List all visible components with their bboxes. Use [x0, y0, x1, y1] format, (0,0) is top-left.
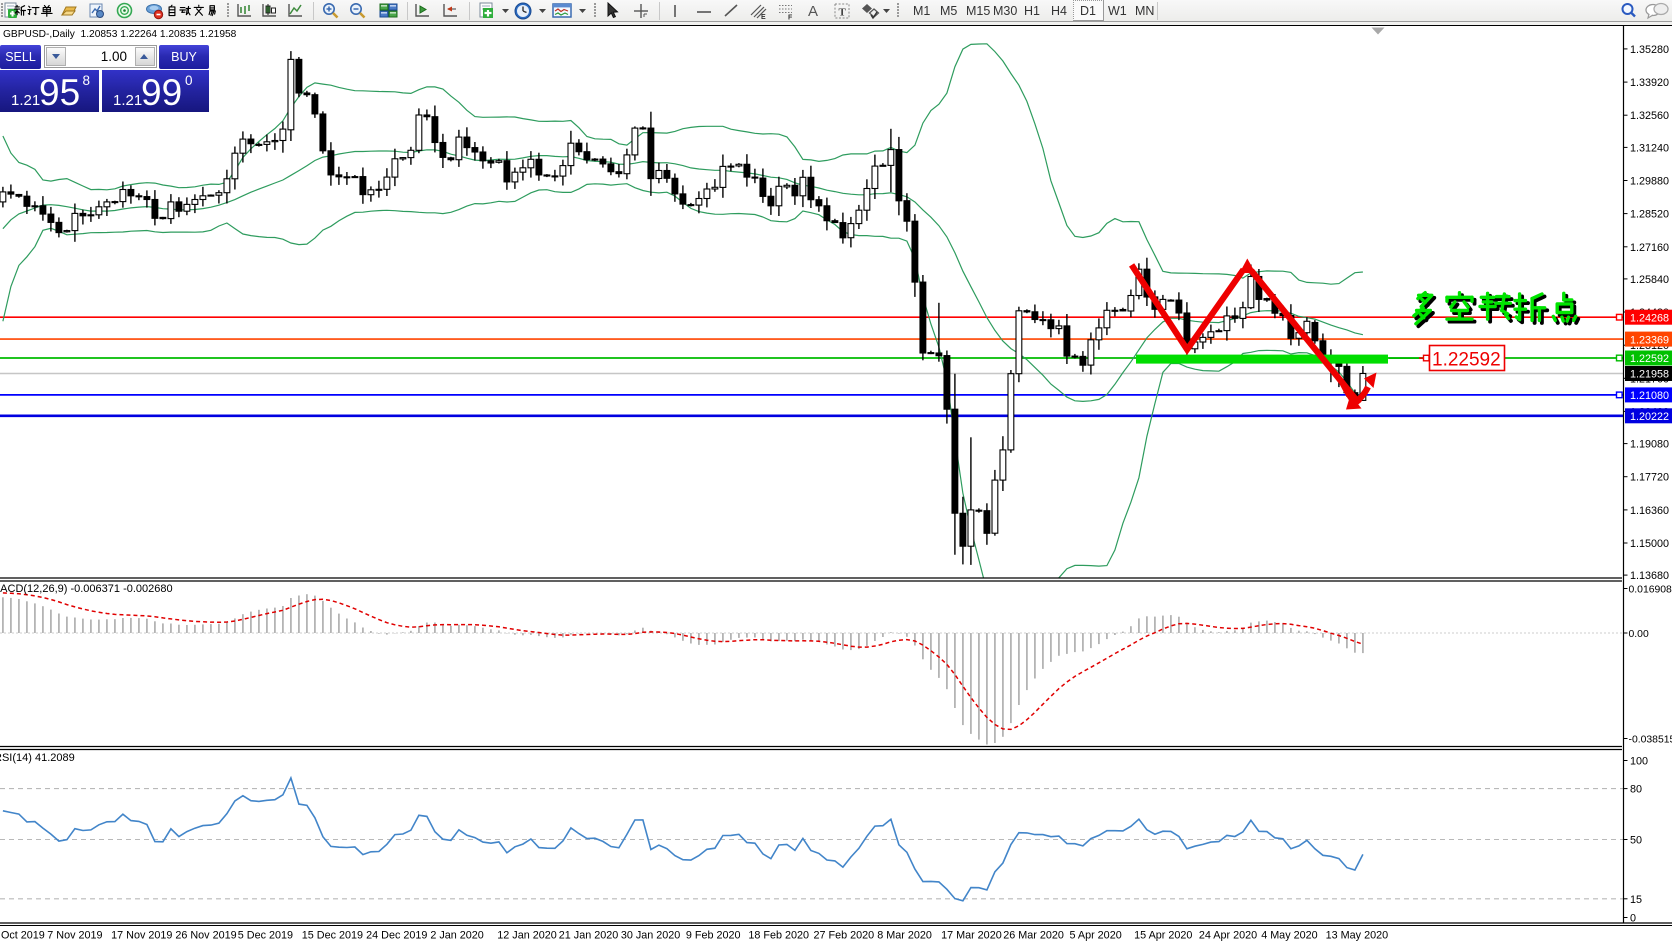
- svg-text:26 Nov 2019: 26 Nov 2019: [175, 930, 236, 942]
- svg-text:5 Apr 2020: 5 Apr 2020: [1069, 930, 1121, 942]
- svg-text:1.21958: 1.21958: [1630, 369, 1669, 381]
- svg-text:1.15000: 1.15000: [1630, 538, 1669, 550]
- svg-text:1.33920: 1.33920: [1630, 77, 1669, 89]
- svg-text:100: 100: [1630, 756, 1648, 768]
- svg-text:24 Apr 2020: 24 Apr 2020: [1199, 930, 1257, 942]
- svg-text:MACD(12,26,9) -0.006371 -0.002: MACD(12,26,9) -0.006371 -0.002680: [0, 583, 173, 595]
- svg-text:0.00: 0.00: [1629, 629, 1649, 640]
- svg-text:RSI(14) 41.2089: RSI(14) 41.2089: [0, 752, 75, 764]
- svg-text:17 Nov 2019: 17 Nov 2019: [111, 930, 172, 942]
- svg-text:1.20222: 1.20222: [1630, 411, 1669, 423]
- svg-text:1.21080: 1.21080: [1630, 390, 1669, 402]
- svg-text:1.22592: 1.22592: [1432, 350, 1501, 371]
- svg-text:7 Nov 2019: 7 Nov 2019: [47, 930, 102, 942]
- svg-text:1.17720: 1.17720: [1630, 472, 1669, 484]
- svg-text:17 Mar 2020: 17 Mar 2020: [941, 930, 1002, 942]
- svg-text:1.35280: 1.35280: [1630, 44, 1669, 56]
- svg-text:2 Jan 2020: 2 Jan 2020: [430, 930, 483, 942]
- svg-text:0.016908: 0.016908: [1629, 585, 1672, 596]
- svg-text:13 May 2020: 13 May 2020: [1326, 930, 1388, 942]
- svg-text:4 May 2020: 4 May 2020: [1261, 930, 1317, 942]
- svg-text:30 Jan 2020: 30 Jan 2020: [621, 930, 680, 942]
- svg-text:50: 50: [1630, 835, 1642, 847]
- svg-text:15 Dec 2019: 15 Dec 2019: [302, 930, 363, 942]
- svg-text:Oct 2019: Oct 2019: [1, 930, 45, 942]
- svg-text:1.28520: 1.28520: [1630, 209, 1669, 221]
- svg-text:1.31240: 1.31240: [1630, 142, 1669, 154]
- svg-text:F: F: [788, 15, 793, 21]
- svg-text:1.23369: 1.23369: [1630, 334, 1669, 346]
- svg-text:0: 0: [1630, 913, 1636, 925]
- svg-text:15: 15: [1630, 894, 1642, 906]
- svg-text:1.13680: 1.13680: [1630, 570, 1669, 582]
- svg-text:12 Jan 2020: 12 Jan 2020: [497, 930, 556, 942]
- svg-text:21 Jan 2020: 21 Jan 2020: [559, 930, 618, 942]
- svg-text:80: 80: [1630, 784, 1642, 796]
- svg-text:-0.038515: -0.038515: [1629, 735, 1672, 746]
- svg-text:9 Feb 2020: 9 Feb 2020: [686, 930, 741, 942]
- svg-text:1.25840: 1.25840: [1630, 274, 1669, 286]
- svg-text:1.22592: 1.22592: [1630, 353, 1669, 365]
- svg-text:1.32560: 1.32560: [1630, 110, 1669, 122]
- svg-text:1.19080: 1.19080: [1630, 439, 1669, 451]
- svg-text:1.27160: 1.27160: [1630, 242, 1669, 254]
- svg-text:26 Mar 2020: 26 Mar 2020: [1003, 930, 1064, 942]
- svg-text:8 Mar 2020: 8 Mar 2020: [877, 930, 932, 942]
- svg-text:GBPUSD-,Daily 1.20853 1.22264: GBPUSD-,Daily 1.20853 1.22264 1.20835 1.…: [3, 29, 237, 40]
- svg-text:18 Feb 2020: 18 Feb 2020: [748, 930, 809, 942]
- svg-text:27 Feb 2020: 27 Feb 2020: [813, 930, 874, 942]
- svg-text:E: E: [761, 14, 766, 20]
- svg-text:1.24268: 1.24268: [1630, 312, 1669, 324]
- svg-text:15 Apr 2020: 15 Apr 2020: [1134, 930, 1192, 942]
- svg-text:1.29880: 1.29880: [1630, 176, 1669, 188]
- svg-text:1.16360: 1.16360: [1630, 505, 1669, 517]
- svg-text:T: T: [839, 7, 847, 19]
- svg-text:5 Dec 2019: 5 Dec 2019: [238, 930, 293, 942]
- svg-text:24 Dec 2019: 24 Dec 2019: [366, 930, 427, 942]
